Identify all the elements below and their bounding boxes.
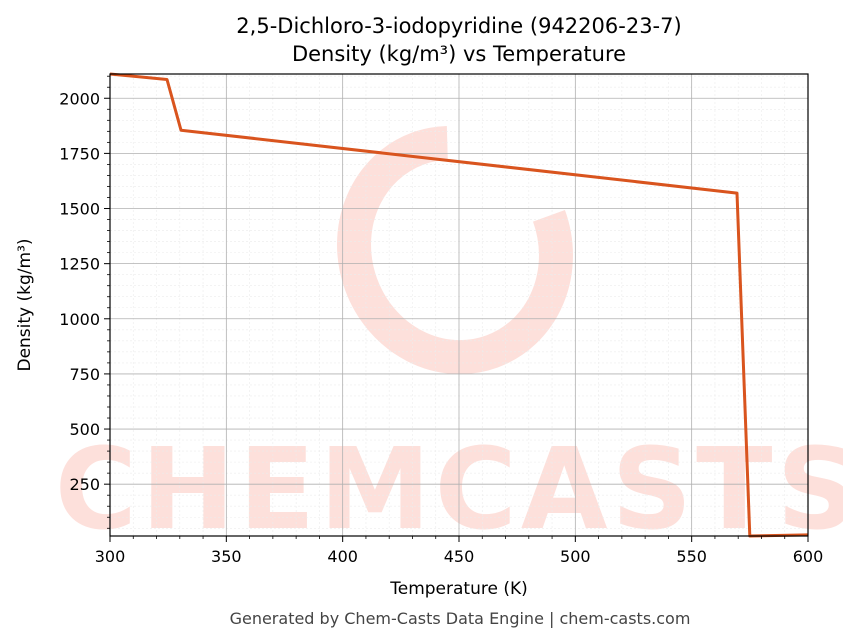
x-tick-label: 300 bbox=[95, 547, 126, 566]
y-tick-label: 1500 bbox=[59, 200, 100, 219]
watermark-logo: CHEMCASTS bbox=[55, 125, 843, 555]
x-tick-label: 500 bbox=[560, 547, 591, 566]
y-tick-label: 2000 bbox=[59, 89, 100, 108]
y-tick-label: 250 bbox=[69, 475, 100, 494]
y-axis: 250 500 750 1000 1250 1500 1750 2000 bbox=[59, 75, 110, 529]
y-tick-label: 1250 bbox=[59, 255, 100, 274]
y-tick-label: 1750 bbox=[59, 144, 100, 163]
x-tick-label: 550 bbox=[676, 547, 707, 566]
chart-subtitle: Density (kg/m³) vs Temperature bbox=[292, 42, 626, 66]
footer-credit: Generated by Chem-Casts Data Engine | ch… bbox=[230, 609, 691, 628]
x-tick-label: 450 bbox=[444, 547, 475, 566]
x-axis: 300 350 400 450 500 550 600 bbox=[95, 536, 824, 566]
x-tick-label: 400 bbox=[327, 547, 358, 566]
x-tick-label: 350 bbox=[211, 547, 242, 566]
x-tick-label: 600 bbox=[793, 547, 824, 566]
watermark-text: CHEMCASTS bbox=[55, 425, 843, 555]
y-tick-label: 500 bbox=[69, 420, 100, 439]
x-axis-label: Temperature (K) bbox=[389, 579, 528, 599]
y-tick-label: 1000 bbox=[59, 310, 100, 329]
y-tick-label: 750 bbox=[69, 365, 100, 384]
chart-title: 2,5-Dichloro-3-iodopyridine (942206-23-7… bbox=[236, 14, 681, 38]
y-axis-label: Density (kg/m³) bbox=[15, 238, 35, 371]
